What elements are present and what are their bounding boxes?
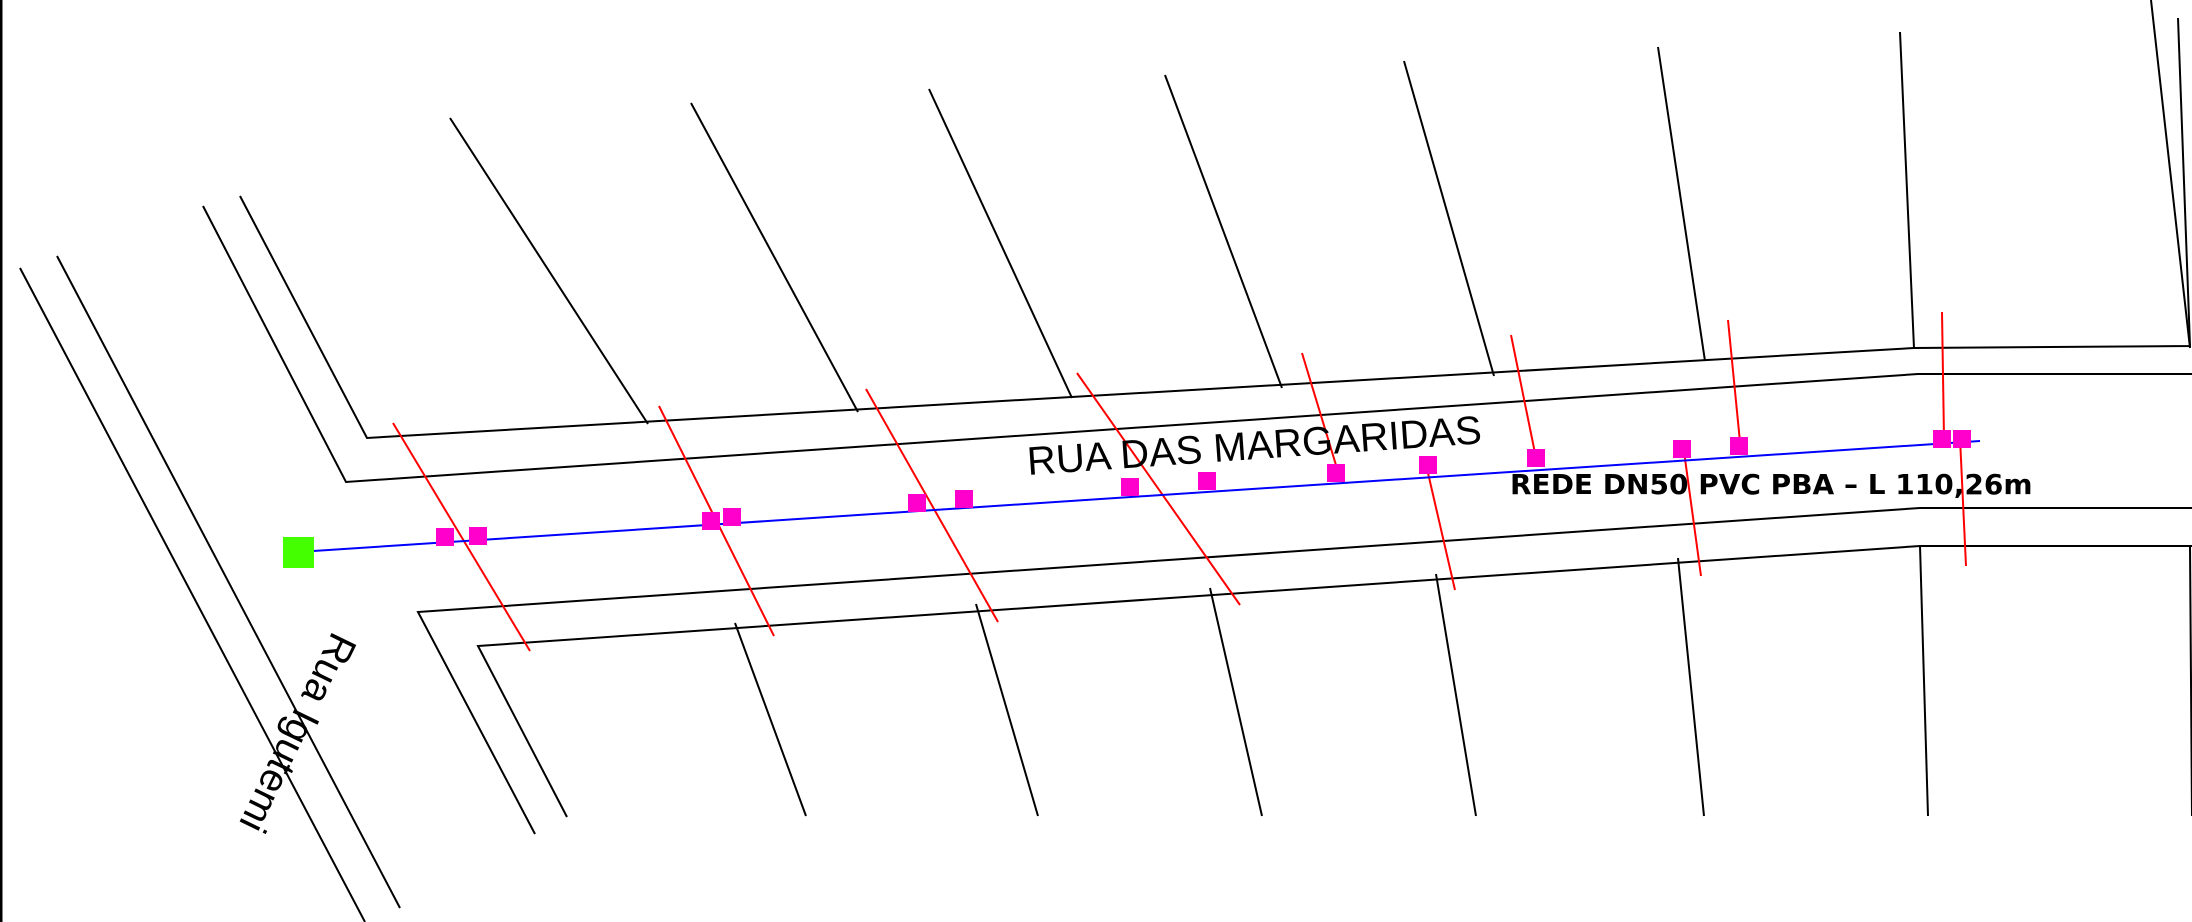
service-connection-line bbox=[1727, 319, 1741, 443]
fitting-marker bbox=[1730, 437, 1748, 455]
fitting-marker bbox=[723, 508, 741, 526]
fitting-marker bbox=[1198, 472, 1216, 490]
upper-lots-right-boundary bbox=[2150, 0, 2191, 349]
service-connection-line bbox=[1076, 372, 1241, 606]
service-connection-line bbox=[392, 422, 531, 652]
fittings bbox=[436, 430, 1971, 546]
upper-lot-division bbox=[1164, 74, 1283, 389]
main-street-lower-edge bbox=[416, 507, 2192, 835]
fitting-marker bbox=[436, 528, 454, 546]
cross-street-edge-inner bbox=[56, 255, 401, 909]
network-spec-label: REDE DN50 PVC PBA – L 110,26m bbox=[1510, 468, 2033, 501]
lower-lot-division bbox=[1209, 587, 1263, 817]
fitting-marker bbox=[1419, 456, 1437, 474]
upper-lot-division bbox=[1899, 31, 1915, 349]
fitting-marker bbox=[469, 527, 487, 545]
upper-lot-division bbox=[449, 117, 649, 425]
upper-lot-division bbox=[1403, 60, 1495, 377]
upper-lot-division bbox=[928, 88, 1073, 399]
fitting-marker bbox=[1953, 430, 1971, 448]
lower-lot-division bbox=[1435, 573, 1477, 817]
upper-lot-division bbox=[1657, 46, 1706, 362]
lower-lot-division bbox=[1677, 557, 1705, 817]
service-connection-line bbox=[1941, 311, 1945, 439]
service-connection-line bbox=[865, 388, 999, 623]
main-street-upper-edge bbox=[202, 205, 2192, 484]
lower-lots-right-boundary bbox=[1919, 545, 1929, 817]
lower-lots-inner-edge bbox=[476, 545, 2192, 818]
service-connection-line bbox=[1301, 352, 1340, 476]
water-main-line bbox=[297, 440, 1981, 553]
fitting-marker bbox=[1673, 440, 1691, 458]
service-connection-line bbox=[1682, 443, 1702, 577]
street-outlines bbox=[19, 0, 2192, 922]
service-connection-line bbox=[1959, 437, 1967, 567]
fitting-marker bbox=[1121, 478, 1139, 496]
cross-street-edge-outer bbox=[19, 267, 366, 922]
fitting-marker bbox=[1527, 449, 1545, 467]
fitting-marker bbox=[955, 490, 973, 508]
lower-lot-division bbox=[975, 603, 1039, 817]
service-connection-line bbox=[1424, 459, 1456, 591]
upper-lot-division bbox=[690, 102, 859, 413]
lower-lot-division bbox=[734, 622, 807, 817]
source-node bbox=[283, 537, 314, 568]
fitting-marker bbox=[1933, 430, 1951, 448]
fitting-marker bbox=[702, 512, 720, 530]
fitting-marker bbox=[908, 494, 926, 512]
service-connection-line bbox=[1510, 334, 1537, 459]
fitting-marker bbox=[1327, 464, 1345, 482]
